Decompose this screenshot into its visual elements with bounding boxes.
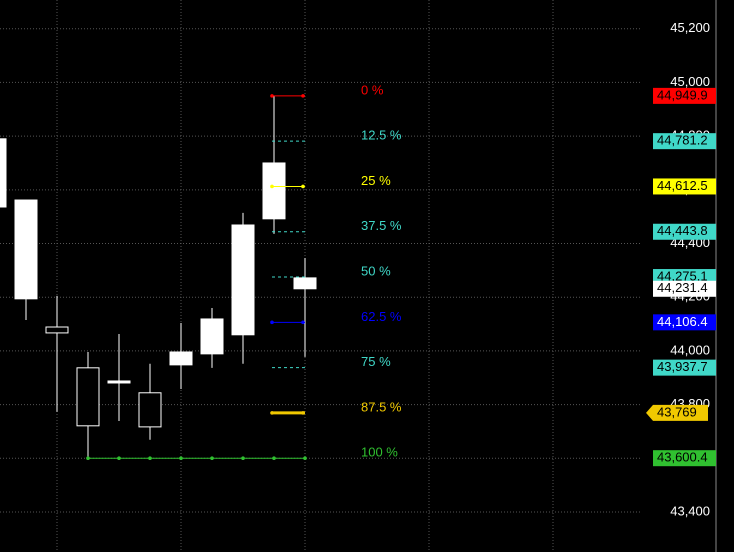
level-dot [301, 94, 305, 98]
level-label: 37.5 % [361, 218, 402, 233]
price-tag-label: 44,949.9 [657, 87, 708, 102]
candle-body [45, 326, 69, 334]
price-tag-label: 43,600.4 [657, 450, 708, 465]
level-dot [270, 320, 274, 325]
y-tick-label: 44,000 [670, 342, 710, 357]
level-label: 25 % [361, 173, 391, 188]
price-tag [646, 404, 708, 421]
level-dot [179, 456, 183, 460]
level-label: 87.5 % [361, 399, 402, 414]
candle-body [231, 224, 255, 336]
price-tag-label: 43,769 [657, 404, 697, 419]
candle-body [293, 277, 317, 290]
price-tag-label: 44,275.1 [657, 268, 708, 283]
level-dot [86, 456, 90, 460]
level-dot [148, 456, 152, 460]
level-label: 0 % [361, 82, 384, 97]
price-tag [653, 359, 716, 376]
y-tick-label: 45,200 [670, 20, 710, 35]
price-tag-label: 43,937.7 [657, 359, 708, 374]
level-dot [210, 456, 214, 460]
price-tag [653, 178, 716, 195]
level-label: 75 % [361, 354, 391, 369]
candle-body [200, 318, 224, 355]
price-tag-label: 44,443.8 [657, 223, 708, 238]
level-label: 62.5 % [361, 309, 402, 324]
level-dot [241, 456, 245, 460]
price-tag-label: 44,781.2 [657, 133, 708, 148]
candle-body [169, 351, 193, 366]
price-tag-label: 44,612.5 [657, 178, 708, 193]
level-dot [303, 456, 307, 460]
level-label: 12.5 % [361, 128, 402, 143]
level-dot [270, 94, 274, 98]
price-tag [653, 87, 716, 104]
level-dot [301, 184, 305, 189]
price-tag-label: 44,106.4 [657, 314, 708, 329]
price-tag [653, 280, 716, 297]
level-dot [270, 411, 274, 415]
candle-body [262, 162, 286, 220]
level-label: 100 % [361, 445, 398, 460]
candle-body [138, 392, 162, 428]
y-tick-label: 43,400 [670, 503, 710, 518]
price-tag [653, 223, 716, 240]
price-tag [653, 450, 716, 467]
level-dot [270, 184, 274, 189]
price-tag [653, 133, 716, 150]
candle-body [0, 138, 7, 208]
level-dot [301, 411, 305, 415]
level-label: 50 % [361, 263, 391, 278]
level-dot [301, 320, 305, 325]
y-tick-label: 45,000 [670, 74, 710, 89]
level-dot [272, 456, 276, 460]
candle-body [76, 367, 100, 427]
level-dot [117, 456, 121, 460]
price-tag-label: 44,231.4 [657, 280, 708, 295]
candle-body [107, 380, 131, 384]
price-tag [653, 314, 716, 331]
candle-body [14, 199, 38, 300]
